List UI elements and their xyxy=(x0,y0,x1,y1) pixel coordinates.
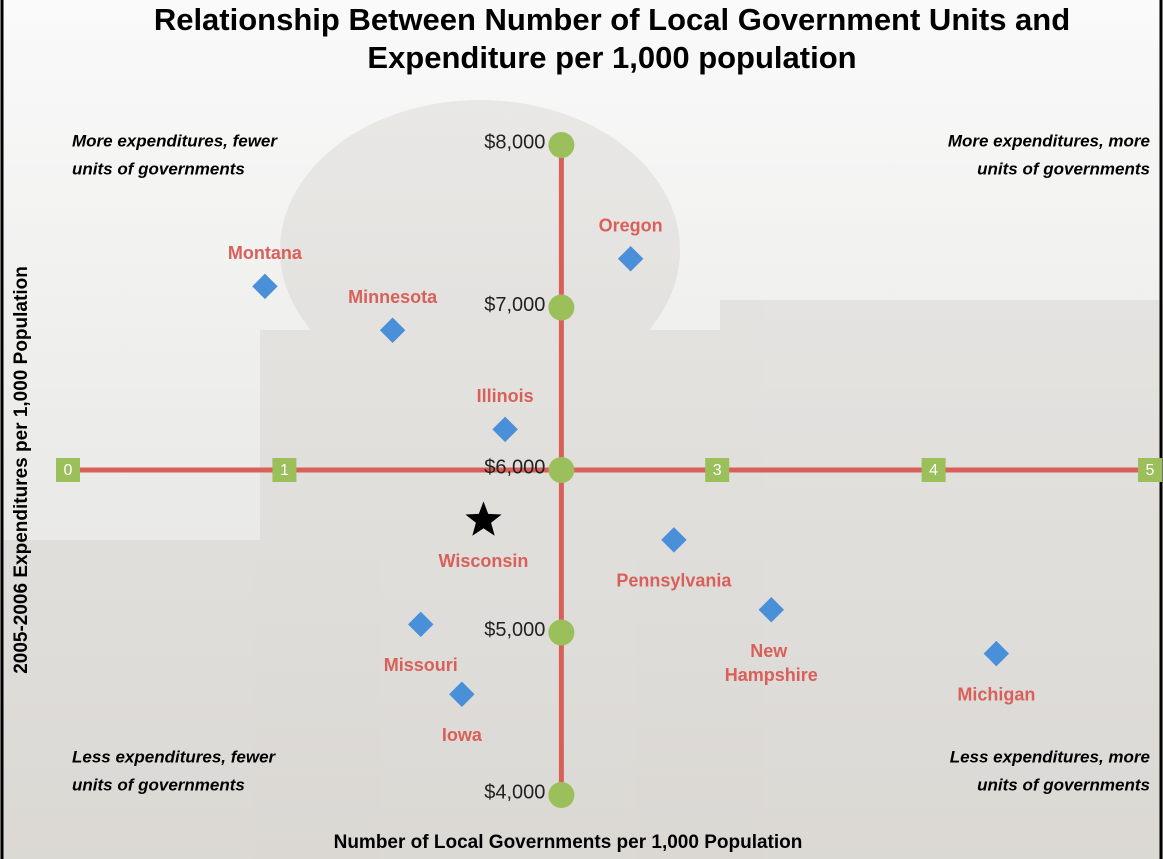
point-label: Oregon xyxy=(599,216,663,236)
point-label: Michigan xyxy=(957,684,1035,704)
point-label: Minnesota xyxy=(348,287,438,307)
y-tick-label: $4,000 xyxy=(484,781,545,803)
y-tick xyxy=(548,457,574,483)
x-tick-label: 5 xyxy=(1146,462,1155,479)
quadrant-note: More expenditures, more xyxy=(948,131,1150,150)
x-tick-label: 4 xyxy=(929,462,938,479)
chart-title: Expenditure per 1,000 population xyxy=(367,40,856,75)
point-label: Iowa xyxy=(442,725,483,745)
quadrant-note: units of governments xyxy=(977,159,1150,178)
x-tick-label: 1 xyxy=(280,462,289,479)
y-tick-label: $7,000 xyxy=(484,294,545,316)
x-tick-label: 3 xyxy=(713,462,722,479)
quadrant-note: More expenditures, fewer xyxy=(72,131,278,150)
quadrant-note: units of governments xyxy=(72,159,245,178)
point-label: Montana xyxy=(228,243,303,263)
page: Relationship Between Number of Local Gov… xyxy=(0,0,1163,859)
y-tick-label: $8,000 xyxy=(484,131,545,153)
point-label: Missouri xyxy=(384,655,458,675)
y-tick xyxy=(548,295,574,321)
quadrant-note: units of governments xyxy=(977,775,1150,794)
quadrant-note: Less expenditures, more xyxy=(950,747,1150,766)
chart-title: Relationship Between Number of Local Gov… xyxy=(154,2,1070,37)
y-tick-label: $6,000 xyxy=(484,456,545,478)
x-axis-title: Number of Local Governments per 1,000 Po… xyxy=(334,832,803,853)
y-tick xyxy=(548,782,574,808)
quadrant-note: units of governments xyxy=(72,775,245,794)
quadrant-note: Less expenditures, fewer xyxy=(72,747,277,766)
point-label: Wisconsin xyxy=(439,551,529,571)
point-label: Illinois xyxy=(477,386,534,406)
y-tick xyxy=(548,620,574,646)
y-tick-label: $5,000 xyxy=(484,619,545,641)
y-tick xyxy=(548,132,574,158)
point-label: Pennsylvania xyxy=(616,571,732,591)
x-tick-label: 0 xyxy=(64,462,73,479)
chart: Relationship Between Number of Local Gov… xyxy=(0,0,1163,859)
y-axis-title: 2005-2006 Expenditures per 1,000 Populat… xyxy=(11,266,32,674)
